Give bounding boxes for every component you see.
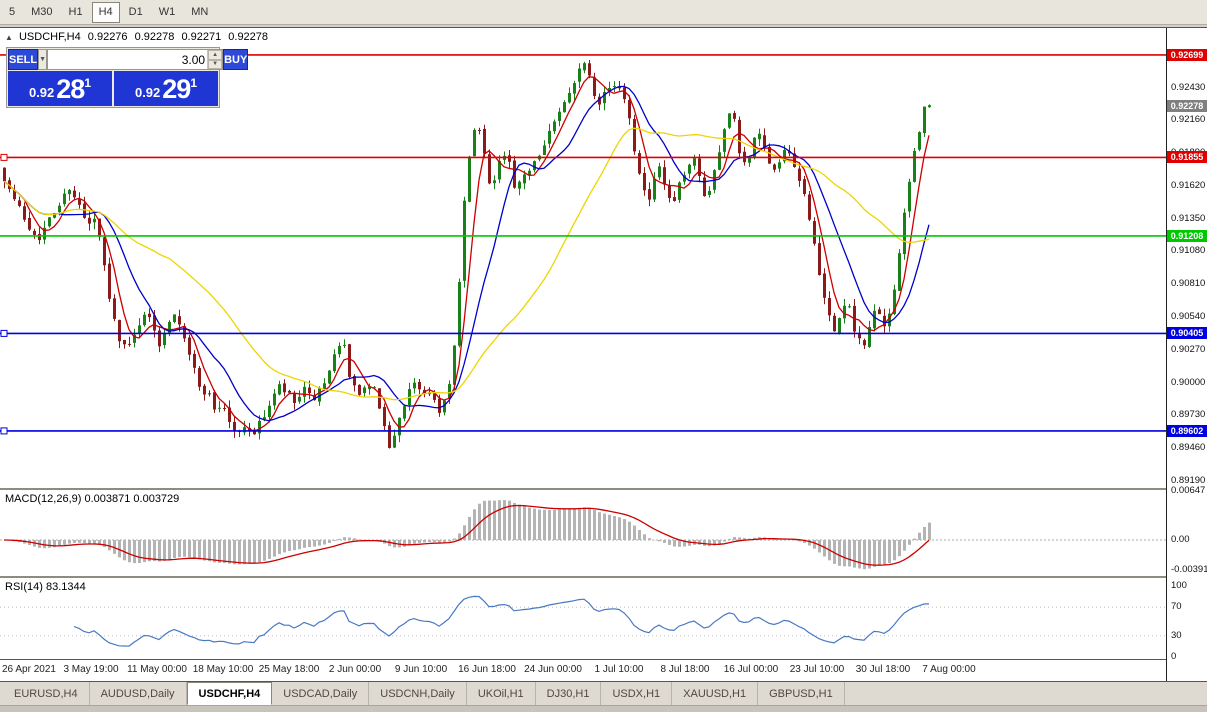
ohlc-high: 0.92278 xyxy=(135,31,175,43)
ohlc-low: 0.92271 xyxy=(181,31,221,43)
rsi-pane-label: RSI(14) 83.1344 xyxy=(5,581,86,593)
volume-input[interactable] xyxy=(48,50,207,69)
chart-tab-xauusd-h1[interactable]: XAUUSD,H1 xyxy=(672,682,758,705)
price-axis[interactable]: 0.924300.921600.918900.916200.913500.910… xyxy=(1166,28,1207,681)
price-tick-label: 30 xyxy=(1171,631,1182,641)
chart-tab-audusd-daily[interactable]: AUDUSD,Daily xyxy=(90,682,187,705)
sell-price-base: 0.92 xyxy=(29,85,54,100)
buy-price-base: 0.92 xyxy=(135,85,160,100)
price-tick-label: 0.90540 xyxy=(1171,312,1205,322)
price-badge: 0.90405 xyxy=(1167,327,1207,339)
price-tick-label: 70 xyxy=(1171,602,1182,612)
chart-top-border xyxy=(0,27,1207,28)
timeframe-button-w1[interactable]: W1 xyxy=(152,2,183,23)
buy-price-box[interactable]: 0.92 29 1 xyxy=(114,71,218,106)
price-tick-label: 0.92430 xyxy=(1171,83,1205,93)
chart-tab-gbpusd-h1[interactable]: GBPUSD,H1 xyxy=(758,682,845,705)
buy-price-pips: 29 xyxy=(162,74,190,104)
volume-dropdown-button[interactable]: ▼ xyxy=(38,49,47,70)
buy-button[interactable]: BUY xyxy=(223,49,248,70)
price-tick-label: 0.91350 xyxy=(1171,214,1205,224)
timeframe-button-mn[interactable]: MN xyxy=(184,2,215,23)
timeframe-button-h4[interactable]: H4 xyxy=(92,2,120,23)
price-tick-label: 0.92160 xyxy=(1171,115,1205,125)
price-tick-label: 0.89460 xyxy=(1171,443,1205,453)
price-tick-label: 0 xyxy=(1171,652,1176,662)
ohlc-close: 0.92278 xyxy=(228,31,268,43)
price-badge: 0.89602 xyxy=(1167,425,1207,437)
chart-tab-eurusd-h4[interactable]: EURUSD,H4 xyxy=(3,682,90,705)
buy-price-fraction: 1 xyxy=(190,76,197,90)
macd-pane-splitter[interactable] xyxy=(0,488,1207,490)
rsi-pane-splitter[interactable] xyxy=(0,576,1207,578)
price-tick-label: 0.00647 xyxy=(1171,486,1205,496)
price-tick-label: 0.91080 xyxy=(1171,246,1205,256)
macd-pane-label: MACD(12,26,9) 0.003871 0.003729 xyxy=(5,493,179,505)
trend-arrow-icon: ▲ xyxy=(5,33,13,42)
chart-symbol-label: USDCHF,H4 xyxy=(19,31,81,43)
timeframe-button-h1[interactable]: H1 xyxy=(62,2,90,23)
timeframe-button-d1[interactable]: D1 xyxy=(122,2,150,23)
price-tick-label: 0.90810 xyxy=(1171,279,1205,289)
timeframe-button-5[interactable]: 5 xyxy=(2,2,22,23)
price-badge: 0.91208 xyxy=(1167,230,1207,242)
chart-tab-usdcad-daily[interactable]: USDCAD,Daily xyxy=(272,682,369,705)
chart-tab-dj30-h1[interactable]: DJ30,H1 xyxy=(536,682,602,705)
price-badge: 0.91855 xyxy=(1167,151,1207,163)
price-tick-label: 0.91620 xyxy=(1171,181,1205,191)
sell-price-box[interactable]: 0.92 28 1 xyxy=(8,71,112,106)
volume-increment-button[interactable]: ▲ xyxy=(208,50,222,60)
chart-tab-usdchf-h4[interactable]: USDCHF,H4 xyxy=(187,682,273,705)
price-tick-label: -0.003916 xyxy=(1171,565,1207,575)
timeframe-button-m30[interactable]: M30 xyxy=(24,2,59,23)
rsi-indicator-canvas[interactable] xyxy=(0,578,1166,659)
sell-price-pips: 28 xyxy=(56,74,84,104)
price-badge: 0.92699 xyxy=(1167,49,1207,61)
price-tick-label: 100 xyxy=(1171,581,1187,591)
volume-decrement-button[interactable]: ▼ xyxy=(208,60,222,70)
price-tick-label: 0.89730 xyxy=(1171,410,1205,420)
chevron-down-icon: ▼ xyxy=(39,56,46,63)
ohlc-open: 0.92276 xyxy=(88,31,128,43)
price-tick-label: 0.90000 xyxy=(1171,378,1205,388)
spin-down-icon: ▼ xyxy=(212,61,218,67)
spin-up-icon: ▲ xyxy=(212,52,218,58)
time-tick-label: 7 Aug 00:00 xyxy=(904,664,994,675)
sell-button[interactable]: SELL xyxy=(8,49,38,70)
chart-tab-usdx-h1[interactable]: USDX,H1 xyxy=(601,682,672,705)
chart-tab-ukoil-h1[interactable]: UKOil,H1 xyxy=(467,682,536,705)
price-tick-label: 0.90270 xyxy=(1171,345,1205,355)
chart-ohlc-header: ▲ USDCHF,H4 0.92276 0.92278 0.92271 0.92… xyxy=(5,31,272,43)
one-click-trading-panel: SELL ▼ ▲ ▼ BUY 0.92 28 xyxy=(6,47,220,108)
chart-tab-usdcnh-daily[interactable]: USDCNH,Daily xyxy=(369,682,467,705)
price-badge: 0.92278 xyxy=(1167,100,1207,112)
price-tick-label: 0.00 xyxy=(1171,535,1190,545)
volume-stepper: ▲ ▼ xyxy=(207,50,222,69)
sell-price-fraction: 1 xyxy=(84,76,91,90)
